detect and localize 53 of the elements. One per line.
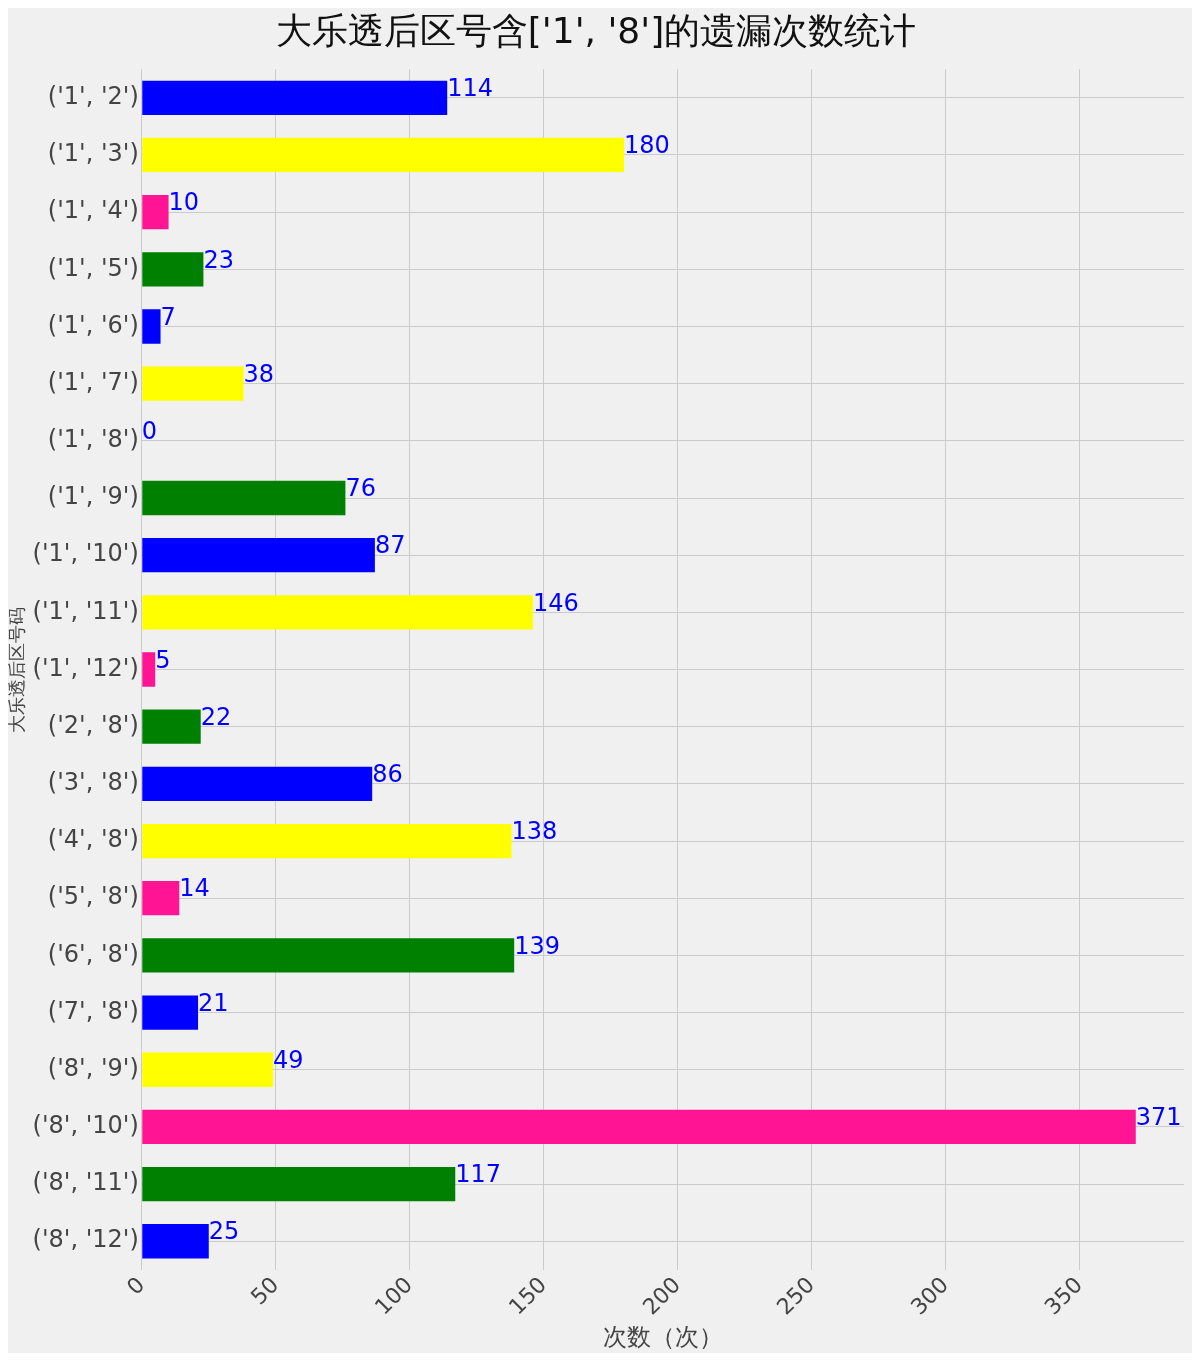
data-label: 117 (455, 1160, 502, 1189)
y-tick-label: ('1', '12') (32, 653, 139, 682)
y-tick-label: ('2', '8') (47, 710, 139, 739)
y-tick-label: ('1', '11') (32, 596, 139, 625)
data-label: 38 (243, 359, 275, 388)
chart-title: 大乐透后区号含['1', '8']的遗漏次数统计 (275, 9, 917, 51)
data-label: 86 (372, 760, 403, 789)
y-tick-label: ('1', '8') (47, 425, 139, 454)
data-label: 146 (532, 588, 579, 617)
y-tick-label: ('3', '8') (47, 768, 139, 797)
y-tick-label: ('1', '5') (47, 253, 139, 282)
y-tick-label: ('7', '8') (47, 996, 139, 1025)
data-label: 23 (203, 245, 234, 274)
y-tick-label: ('1', '3') (47, 139, 139, 168)
y-tick-label: ('8', '11') (32, 1168, 139, 1197)
x-tick-label: 0 (121, 1272, 150, 1300)
data-label: 21 (198, 988, 229, 1017)
y-tick-label: ('6', '8') (47, 939, 139, 968)
data-label: 114 (447, 74, 494, 103)
y-tick-label: ('8', '12') (32, 1225, 139, 1254)
y-tick-label: ('8', '10') (32, 1111, 139, 1140)
y-axis-title: 大乐透后区号码 (6, 606, 28, 733)
y-tick-label: ('1', '7') (47, 367, 139, 396)
x-tick-label: 350 (1039, 1272, 1088, 1320)
data-label: 371 (1135, 1103, 1182, 1132)
x-tick-label: 250 (771, 1272, 820, 1320)
data-label: 138 (511, 817, 558, 846)
x-tick-label: 200 (637, 1272, 686, 1320)
data-label: 180 (624, 131, 670, 160)
x-tick-label: 50 (245, 1272, 284, 1310)
data-label: 139 (514, 931, 561, 960)
x-tick-label: 300 (905, 1272, 954, 1320)
y-tick-label: ('1', '10') (32, 539, 139, 568)
data-label: 7 (160, 302, 176, 331)
y-tick-label: ('8', '9') (47, 1053, 139, 1082)
y-tick-label: ('1', '2') (47, 82, 139, 111)
data-label: 0 (141, 417, 158, 446)
data-label: 87 (374, 531, 406, 560)
x-axis-title: 次数（次） (602, 1322, 723, 1351)
y-tick-label: ('1', '9') (47, 482, 139, 511)
y-tick-label: ('4', '8') (47, 825, 139, 854)
x-tick-label: 150 (503, 1272, 552, 1320)
y-tick-label: ('1', '4') (47, 196, 139, 225)
y-tick-label: ('5', '8') (47, 882, 139, 911)
data-label: 76 (345, 474, 376, 503)
data-label: 49 (273, 1045, 304, 1074)
x-tick-label: 100 (369, 1272, 418, 1320)
data-label: 10 (168, 188, 200, 217)
y-tick-label: ('1', '6') (47, 310, 139, 339)
data-label: 22 (200, 702, 232, 731)
data-label: 14 (179, 874, 210, 903)
data-label: 5 (155, 645, 171, 674)
data-label: 25 (208, 1217, 240, 1246)
